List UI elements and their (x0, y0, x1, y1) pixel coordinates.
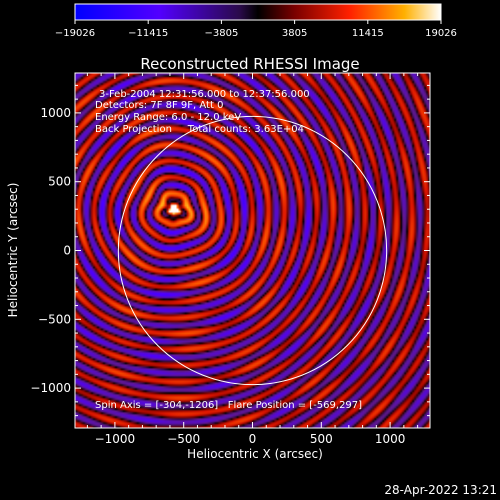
x-tick-label: 1000 (375, 432, 406, 446)
x-tick-label: −1000 (95, 432, 136, 446)
colorbar-tick-label: 3805 (282, 28, 307, 39)
x-tick-label: 0 (249, 432, 257, 446)
annotation-energy: Energy Range: 6.0 - 12.0 keV (95, 112, 241, 123)
chart-title: Reconstructed RHESSI Image (140, 55, 359, 73)
colorbar-tick-label: 11415 (352, 28, 384, 39)
heatmap-image (75, 73, 430, 428)
y-axis-label: Heliocentric Y (arcsec) (6, 183, 20, 318)
annotation-detectors: Detectors: 7F 8F 9F, Att 0 (95, 100, 223, 111)
y-tick-label: 500 (48, 175, 71, 189)
x-tick-label: 500 (310, 432, 333, 446)
x-axis-label: Heliocentric X (arcsec) (187, 447, 323, 461)
timestamp: 28-Apr-2022 13:21 (384, 483, 497, 497)
colorbar-tick-label: −3805 (204, 28, 238, 39)
x-tick-label: −500 (167, 432, 200, 446)
axis-ticks: −1000 −500 0 500 1000 1000 500 0 −500 −1000 (30, 73, 430, 446)
colorbar-tick-label: −19026 (55, 28, 95, 39)
footer-annotation: Spin Axis = [-304,-1206] Flare Position … (95, 400, 362, 411)
y-tick-label: −500 (38, 312, 71, 326)
annotation-block: 3-Feb-2004 12:31:56.000 to 12:37:56.000 … (95, 89, 310, 135)
colorbar-tick-label: −11415 (128, 28, 168, 39)
colorbar (74, 3, 442, 21)
annotation-time: 3-Feb-2004 12:31:56.000 to 12:37:56.000 (99, 89, 310, 100)
annotation-counts: Back Projection Total counts: 3.63E+04 (95, 124, 304, 135)
colorbar-ticks: −19026 −11415 −3805 3805 11415 19026 (55, 20, 457, 39)
colorbar-tick-label: 19026 (425, 28, 457, 39)
y-tick-label: 1000 (40, 106, 71, 120)
y-tick-label: −1000 (30, 381, 71, 395)
y-tick-label: 0 (63, 244, 71, 258)
solar-disk-circle (117, 115, 388, 386)
